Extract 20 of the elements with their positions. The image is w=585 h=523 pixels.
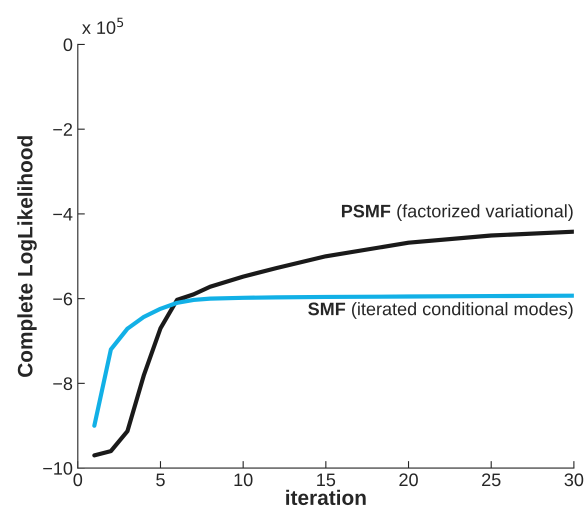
y-tick-label: −4 <box>53 208 72 220</box>
x-tick-label: 25 <box>482 473 500 486</box>
y-tick-label: −2 <box>53 123 72 136</box>
x-tick-label: 30 <box>564 473 584 486</box>
series-label: SMF (iterated conditional modes) <box>308 302 573 319</box>
line-series <box>92 294 574 428</box>
y-tick-label: −6 <box>53 292 72 306</box>
text: x 10$^{5}$ <box>82 18 124 34</box>
x-tick-label: 0 <box>73 473 82 486</box>
x-tick-label: 5 <box>156 474 165 486</box>
x-axis-title: iteration <box>286 490 366 506</box>
x-tick-label: 20 <box>399 473 418 486</box>
y-tick-label: 0 <box>64 38 72 52</box>
y-axis-title: Complete LogLikelihood <box>17 136 37 377</box>
y-tick-label: −8 <box>53 377 72 390</box>
x-tick-label: 15 <box>317 474 336 486</box>
line-series <box>92 230 574 458</box>
series-label: PSMF (factorized variational) <box>342 204 573 222</box>
y-tick-label: −10 <box>43 462 72 475</box>
x-tick-label: 10 <box>234 473 252 486</box>
